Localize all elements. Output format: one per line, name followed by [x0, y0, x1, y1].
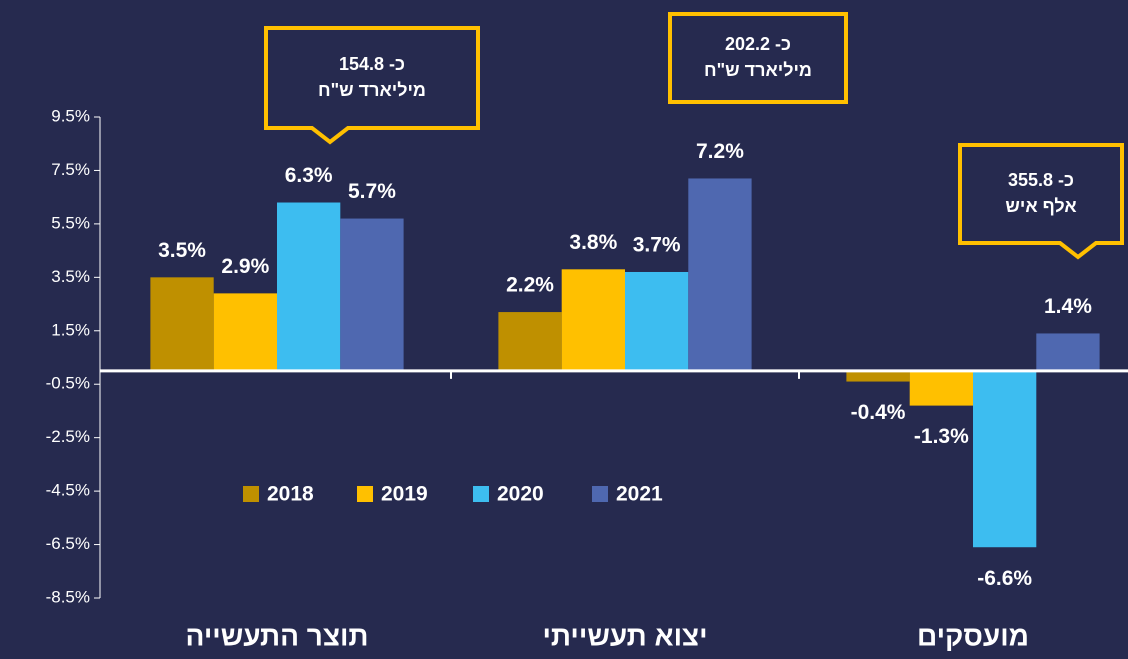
y-tick-label: 1.5% — [51, 320, 90, 339]
callout-text: מיליארד ש"ח — [318, 80, 426, 100]
y-tick-label: -4.5% — [46, 481, 90, 500]
legend-label: 2020 — [497, 483, 544, 506]
bar — [625, 271, 689, 371]
value-label: -0.4% — [851, 401, 906, 424]
y-tick-label: 3.5% — [51, 267, 90, 286]
bar — [150, 277, 214, 371]
value-label: -6.6% — [977, 567, 1032, 590]
bar — [1036, 333, 1100, 371]
y-tick-label: 7.5% — [51, 160, 90, 179]
legend-swatch — [592, 486, 608, 502]
callout-text: כ- 202.2 — [725, 34, 791, 54]
callout-box — [668, 12, 848, 104]
callout-text: מיליארד ש"ח — [704, 60, 812, 80]
callout-text: כ- 154.8 — [339, 54, 405, 74]
value-label: 3.7% — [633, 234, 681, 257]
callout-text: כ- 355.8 — [1008, 170, 1074, 190]
y-tick-label: -2.5% — [46, 427, 90, 446]
legend-label: 2019 — [381, 483, 428, 506]
value-label: 1.4% — [1044, 295, 1092, 318]
x-tick-label: מועסקים — [917, 620, 1029, 651]
bar — [498, 312, 562, 371]
legend-swatch — [357, 486, 373, 502]
bar — [561, 269, 625, 371]
value-label: 2.9% — [221, 255, 269, 278]
value-label: 3.8% — [569, 231, 617, 254]
value-label: 3.5% — [158, 239, 206, 262]
value-label: -1.3% — [914, 425, 969, 448]
bar — [973, 370, 1037, 548]
callout-box — [264, 26, 480, 145]
bar — [846, 370, 910, 382]
callout-box — [958, 143, 1124, 260]
y-tick-label: 9.5% — [51, 106, 90, 125]
value-label: 6.3% — [285, 164, 333, 187]
legend-swatch — [243, 486, 259, 502]
legend-swatch — [473, 486, 489, 502]
bar — [909, 370, 973, 406]
value-label: 5.7% — [348, 180, 396, 203]
bar — [340, 218, 404, 371]
y-tick-label: -0.5% — [46, 374, 90, 393]
legend-label: 2018 — [267, 483, 314, 506]
y-tick-label: 5.5% — [51, 213, 90, 232]
callout-text: אלף איש — [1005, 196, 1076, 216]
x-tick-label: יצוא תעשייתי — [542, 620, 707, 651]
legend-label: 2021 — [616, 483, 663, 506]
bar — [688, 178, 752, 371]
value-label: 2.2% — [506, 274, 554, 297]
y-tick-label: -6.5% — [46, 534, 90, 553]
value-label: 7.2% — [696, 140, 744, 163]
x-tick-label: תוצר התעשייה — [185, 620, 368, 651]
y-tick-label: -8.5% — [46, 587, 90, 606]
bar — [213, 293, 277, 371]
bar — [277, 202, 341, 371]
